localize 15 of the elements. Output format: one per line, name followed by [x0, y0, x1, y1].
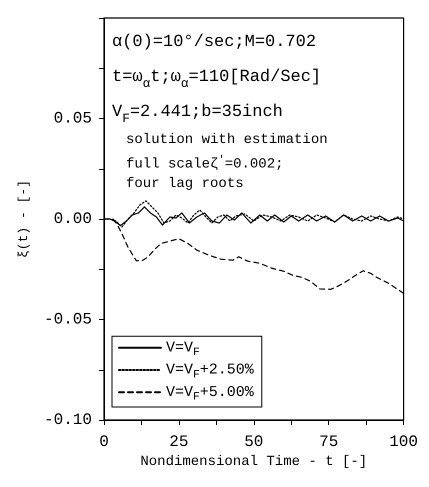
annotation: full scaleζ'=0.002;: [126, 154, 284, 173]
x-tick-label: 0: [99, 433, 109, 451]
x-tick-label: 25: [169, 433, 188, 451]
x-tick-label: 50: [244, 433, 264, 451]
y-axis-title: ξ(t) - [-]: [16, 180, 31, 258]
annotation: α(0)=10°/sec;M=0.702: [112, 33, 316, 52]
y-tick-label: -0.10: [44, 411, 92, 429]
annotation: four lag roots: [126, 176, 244, 192]
annotation: solution with estimation: [126, 132, 328, 148]
x-tick-label: 75: [319, 433, 338, 451]
x-tick-label: 100: [389, 433, 418, 451]
y-tick-label: 0.00: [54, 210, 92, 228]
y-tick-label: 0.05: [54, 110, 92, 128]
x-axis-title: Nondimensional Time - t [-]: [140, 454, 368, 470]
y-tick-label: -0.05: [44, 310, 92, 328]
